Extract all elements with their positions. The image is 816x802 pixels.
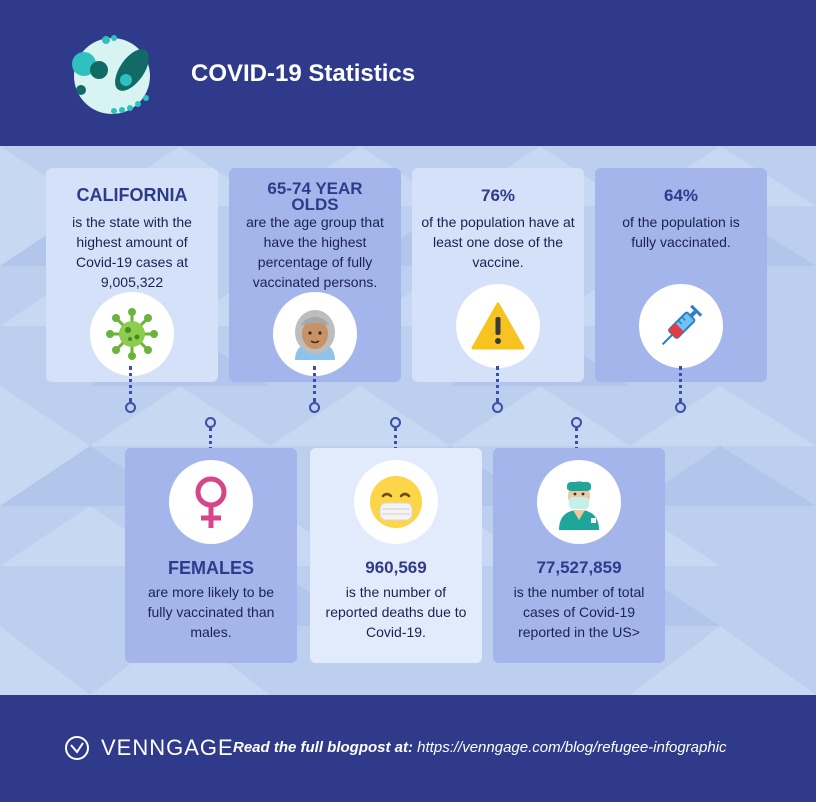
card-heading: 65-74 YEAR OLDS	[267, 179, 363, 214]
virus-icon	[106, 308, 158, 360]
virus-cell-icon	[72, 35, 150, 114]
icon-circle	[90, 292, 174, 376]
connector-line	[679, 366, 682, 402]
page-title: COVID-19 Statistics	[191, 60, 416, 87]
icon-circle	[639, 284, 723, 368]
doctor-icon	[559, 481, 599, 530]
venngage-logo-icon	[65, 736, 89, 760]
brand-name: VENNGAGE	[101, 735, 234, 760]
card-heading: CALIFORNIA	[76, 185, 188, 205]
masked-face-icon	[370, 476, 422, 528]
card-heading: 76%	[480, 186, 516, 205]
card-text: is the number of total cases of Covid-19…	[513, 584, 645, 640]
syringe-icon	[661, 304, 703, 346]
connector-pin	[571, 417, 582, 428]
female-symbol-icon	[195, 476, 227, 528]
blog-url[interactable]: https://venngage.com/blog/refugee-infogr…	[417, 739, 727, 756]
icon-circle	[169, 460, 253, 544]
footer: VENNGAGE Read the full blogpost at: http…	[0, 695, 816, 802]
stat-card-total-cases: 77,527,859 is the number of total cases …	[493, 448, 665, 663]
connector-pin	[492, 402, 503, 413]
icon-circle	[354, 460, 438, 544]
stat-card-fully-vaccinated: 64% of the population is fully vaccinate…	[595, 168, 767, 382]
stat-card-females: FEMALES are more likely to be fully vacc…	[125, 448, 297, 663]
connector-pin	[390, 417, 401, 428]
card-heading: 960,569	[365, 558, 427, 577]
card-heading: 64%	[663, 186, 699, 205]
header: COVID-19 Statistics	[0, 0, 816, 146]
icon-circle	[273, 292, 357, 376]
connector-line	[129, 366, 132, 402]
blogpost-link-text[interactable]: Read the full blogpost at: https://venng…	[233, 739, 727, 756]
read-label: Read the full blogpost at:	[233, 739, 413, 756]
card-text: of the population have at least one dose…	[421, 214, 575, 270]
connector-pin	[205, 417, 216, 428]
card-text: is the number of reported deaths due to …	[325, 584, 467, 640]
stat-card-california: CALIFORNIA is the state with the highest…	[46, 168, 218, 382]
connector-pin	[675, 402, 686, 413]
elderly-woman-icon	[295, 310, 335, 360]
card-text: of the population is fully vaccinated.	[622, 214, 740, 250]
connector-line	[496, 366, 499, 402]
connector-pin	[125, 402, 136, 413]
card-heading: FEMALES	[167, 558, 254, 578]
stat-card-age-group: 65-74 YEAR OLDS are the age group that h…	[229, 168, 401, 382]
icon-circle	[537, 460, 621, 544]
card-text: is the state with the highest amount of …	[72, 214, 192, 290]
card-heading: 77,527,859	[536, 558, 622, 577]
card-text: are more likely to be fully vaccinated t…	[147, 584, 275, 640]
icon-circle	[456, 284, 540, 368]
stat-card-one-dose: 76% of the population have at least one …	[412, 168, 584, 382]
card-text: are the age group that have the highest …	[246, 214, 384, 290]
warning-icon	[471, 302, 525, 350]
connector-line	[313, 366, 316, 402]
stat-card-deaths: 960,569 is the number of reported deaths…	[310, 448, 482, 663]
connector-pin	[309, 402, 320, 413]
